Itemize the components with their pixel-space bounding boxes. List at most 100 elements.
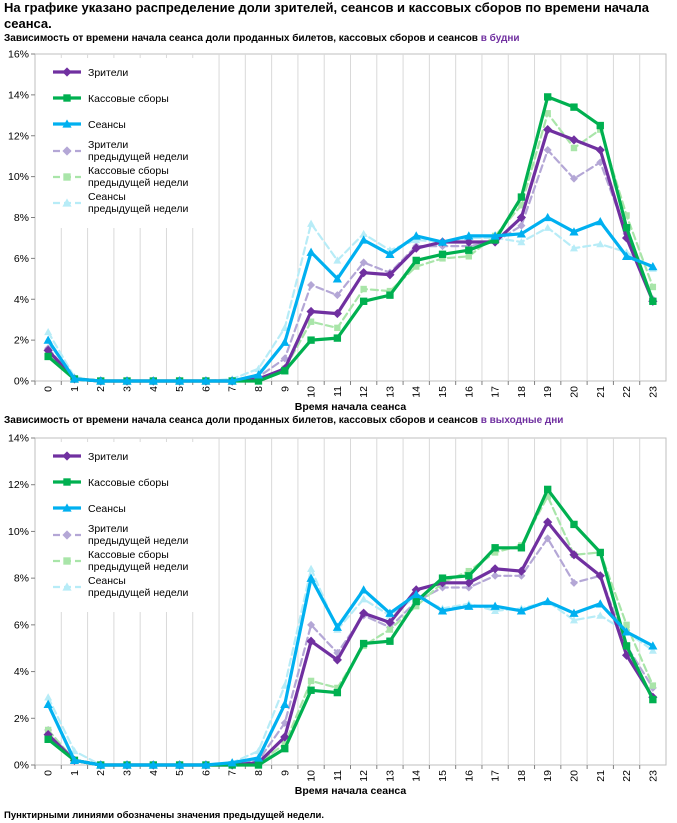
- x-tick-label: 17: [490, 770, 502, 782]
- legend-entry: Зрители предыдущей недели: [53, 523, 188, 547]
- weekday-chart: 0%2%4%6%8%10%12%14%16%0 1 2 3 4 5 6 7 8 9 10 11 12 13…: [8, 49, 667, 413]
- data-point: [569, 616, 578, 624]
- data-point: [280, 699, 290, 708]
- legend-label: Сеансы предыдущей недели: [88, 191, 188, 215]
- page-heading: На графике указано распределение доли зр…: [4, 0, 649, 31]
- data-point: [386, 287, 394, 295]
- x-tick-label: 13: [384, 770, 396, 782]
- chart-title-weekend: Зависимость от времени начала сеанса дол…: [4, 415, 563, 426]
- legend-marker: [62, 451, 72, 461]
- data-point: [570, 103, 578, 111]
- x-tick-label: 17: [490, 386, 502, 398]
- x-tick-label: 21: [595, 770, 607, 782]
- data-point: [412, 256, 420, 265]
- data-point: [516, 229, 526, 238]
- data-point: [281, 367, 289, 375]
- data-point: [227, 758, 237, 767]
- legend-entry: Сеансы: [53, 503, 126, 515]
- data-point: [43, 730, 53, 740]
- data-point: [96, 760, 106, 769]
- x-tick-label: 21: [595, 386, 607, 398]
- legend-label: Сеансы: [88, 119, 126, 131]
- data-point: [175, 376, 185, 385]
- data-point: [569, 608, 579, 617]
- x-tick-label: 20: [568, 770, 580, 782]
- data-point: [43, 335, 53, 344]
- y-tick-label: 6%: [14, 253, 29, 265]
- x-tick-label: 22: [621, 770, 633, 782]
- data-point: [517, 221, 526, 230]
- data-point: [596, 240, 605, 248]
- data-point: [544, 485, 552, 494]
- x-tick-label: 6: [200, 386, 212, 392]
- data-point: [332, 274, 342, 283]
- y-tick-label: 8%: [14, 573, 29, 585]
- data-point: [359, 585, 369, 594]
- y-tick-label: 6%: [14, 619, 29, 631]
- data-point: [306, 306, 316, 317]
- x-tick-label: 10: [306, 770, 318, 782]
- data-point: [622, 642, 631, 650]
- data-point: [543, 125, 553, 135]
- data-point: [307, 686, 315, 694]
- y-tick-label: 2%: [14, 335, 29, 347]
- y-tick-label: 12%: [8, 130, 29, 142]
- data-point: [360, 285, 367, 293]
- x-tick-label: 11: [332, 386, 344, 397]
- data-point: [333, 256, 342, 264]
- data-point: [307, 677, 315, 685]
- chart-title-main: Зависимость от времени начала сеанса дол…: [4, 415, 478, 426]
- series-line: [46, 576, 655, 767]
- data-point: [334, 324, 341, 332]
- data-point: [516, 212, 526, 223]
- x-tick-label: 14: [411, 770, 423, 782]
- data-point: [648, 641, 658, 650]
- y-tick-label: 2%: [14, 713, 29, 725]
- data-point: [464, 237, 474, 247]
- data-point: [595, 599, 605, 608]
- data-point: [491, 549, 499, 556]
- data-point: [253, 370, 264, 379]
- data-point: [570, 144, 578, 152]
- data-point: [385, 249, 395, 258]
- data-point: [465, 253, 473, 260]
- data-point: [385, 617, 395, 628]
- legend-entry: Кассовые сборы предыдущей недели: [53, 165, 188, 189]
- data-point: [648, 646, 657, 654]
- y-tick-label: 0%: [14, 760, 29, 772]
- data-point: [465, 246, 473, 254]
- data-point: [280, 354, 289, 363]
- data-point: [280, 681, 289, 689]
- x-tick-label: 18: [516, 386, 528, 398]
- legend-entry: Сеансы: [53, 119, 126, 131]
- legend-entry: Зрители предыдущей недели: [53, 139, 188, 163]
- legend-label: Сеансы: [88, 503, 126, 515]
- x-tick-label: 4: [148, 386, 160, 392]
- x-tick-label: 3: [122, 386, 134, 392]
- y-tick-label: 16%: [8, 49, 29, 61]
- data-point: [596, 611, 605, 619]
- data-point: [201, 760, 211, 769]
- legend-background: [47, 58, 207, 228]
- data-point: [122, 760, 132, 769]
- data-point: [69, 374, 80, 383]
- data-point: [280, 732, 290, 742]
- legend-marker: [62, 530, 72, 540]
- x-tick-label: 10: [306, 386, 318, 398]
- data-point: [437, 237, 448, 246]
- x-tick-label: 23: [647, 770, 659, 782]
- data-point: [306, 573, 316, 582]
- x-tick-label: 15: [437, 386, 449, 398]
- x-tick-label: 12: [358, 770, 370, 782]
- legend-marker: [62, 146, 72, 156]
- data-point: [490, 601, 500, 610]
- legend-marker: [62, 503, 72, 512]
- data-point: [44, 327, 53, 336]
- data-point: [518, 202, 525, 209]
- y-tick-label: 4%: [14, 666, 29, 678]
- data-point: [412, 597, 420, 606]
- x-tick-label: 11: [332, 770, 344, 781]
- data-point: [412, 235, 421, 244]
- x-tick-label: 19: [542, 770, 554, 782]
- legend-label: Зрители предыдущей недели: [88, 139, 188, 163]
